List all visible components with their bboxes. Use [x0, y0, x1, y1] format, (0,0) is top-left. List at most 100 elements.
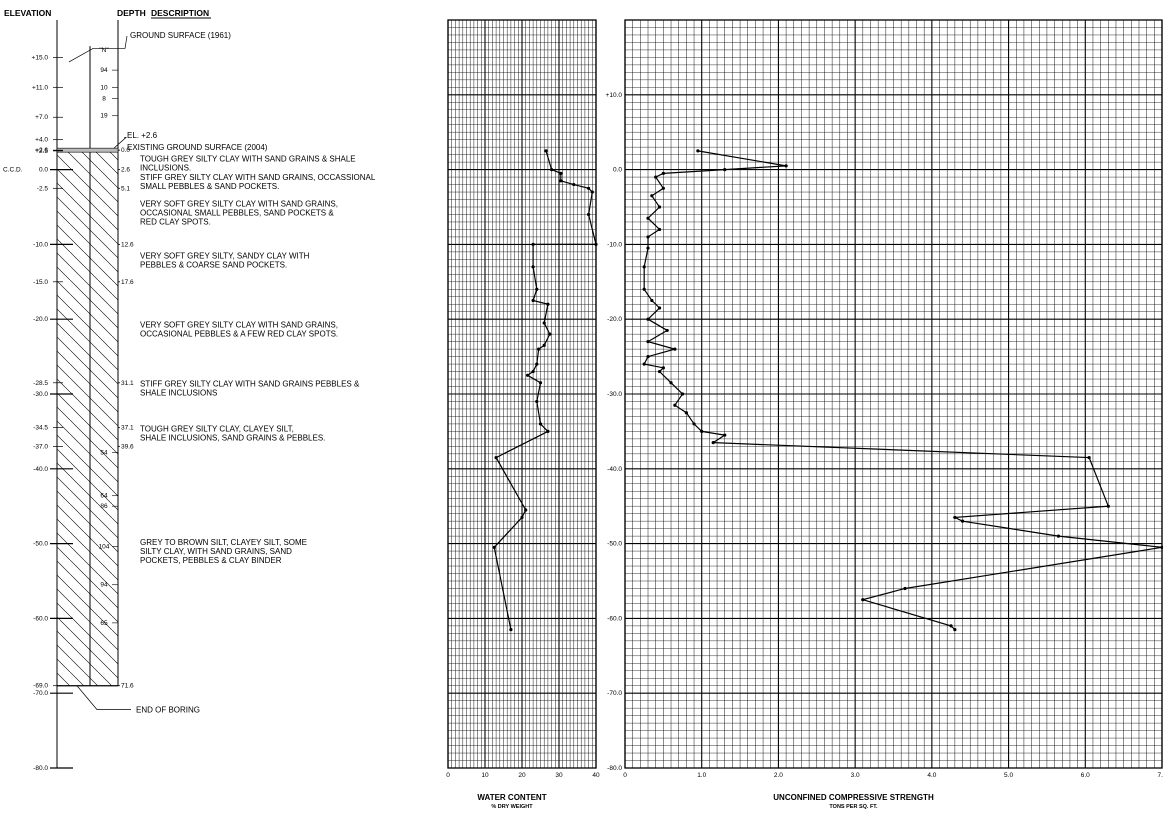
depth-label: 5.1 — [121, 185, 130, 192]
soil-description-line: STIFF GREY SILTY CLAY WITH SAND GRAINS, … — [140, 173, 376, 182]
wc-data-point — [572, 182, 576, 187]
ucs-grid — [624, 19, 1163, 769]
elevation-label: -28.5 — [33, 380, 48, 387]
wc-data-point — [538, 381, 543, 385]
elevation-label: +2.5 — [35, 148, 48, 155]
soil-description-line: POCKETS, PEBBLES & CLAY BINDER — [140, 556, 282, 565]
elevation-label: +15.0 — [32, 54, 49, 61]
elevation-label: -50.0 — [33, 541, 48, 548]
ucs-data-point — [960, 519, 965, 523]
ucs-data-point — [949, 624, 953, 628]
wc-x-tick-label: 40 — [592, 772, 600, 779]
ground-surface-2004-label: EXISTING GROUND SURFACE (2004) — [127, 143, 268, 152]
ucs-data-point — [692, 422, 696, 426]
ucs-data-point — [1087, 455, 1091, 460]
ucs-data-point — [723, 168, 727, 172]
ucs-y-tick-label: -50.0 — [607, 541, 622, 548]
n-header: "N" — [99, 47, 109, 54]
soil-description-line: INCLUSIONS. — [140, 163, 191, 172]
soil-description: STIFF GREY SILTY CLAY WITH SAND GRAINS, … — [140, 173, 376, 191]
n-value: 94 — [100, 67, 108, 74]
ucs-data-point — [646, 216, 650, 220]
soil-description-line: STIFF GREY SILTY CLAY WITH SAND GRAINS P… — [140, 380, 360, 389]
wc-frame — [447, 19, 597, 769]
ground-surface-1961-label: GROUND SURFACE (1961) — [130, 31, 231, 40]
ucs-data-point — [642, 265, 646, 269]
ucs-x-tick-label: 1.0 — [697, 772, 706, 779]
n-value: 104 — [99, 544, 110, 551]
elevation-label: -69.0 — [33, 683, 48, 690]
ucs-x-tick-label: 5.0 — [1004, 772, 1013, 779]
end-of-boring-label: END OF BORING — [136, 706, 200, 715]
elevation-label: +4.0 — [35, 137, 48, 144]
soil-description-line: RED CLAY SPOTS. — [140, 217, 211, 226]
ucs-data-point — [642, 287, 646, 291]
wc-x-tick-label: 10 — [481, 772, 489, 779]
wc-data-point — [542, 343, 546, 347]
depth-label: 71.6 — [121, 683, 134, 690]
elevation-label: -40.0 — [33, 466, 48, 473]
soil-description-line: SHALE INCLUSIONS — [140, 389, 217, 398]
ucs-data-point — [646, 235, 650, 239]
wc-data-point — [531, 242, 535, 246]
elevation-label: -80.0 — [33, 765, 48, 772]
ground-1961-leader — [68, 35, 128, 63]
ucs-data-point — [953, 628, 957, 632]
wc-data-point — [538, 422, 543, 426]
ucs-data-point — [1160, 545, 1163, 549]
wc-data-point — [509, 628, 513, 632]
ucs-data-point — [661, 366, 665, 370]
soil-description-line: VERY SOFT GREY SILTY CLAY WITH SAND GRAI… — [140, 320, 338, 329]
wc-data-point — [559, 171, 563, 175]
depth-label: 31.1 — [121, 380, 134, 387]
soil-description: VERY SOFT GREY SILTY, SANDY CLAY WITH PEB… — [140, 252, 310, 270]
wc-data-point — [494, 455, 498, 460]
wc-data-point — [550, 168, 554, 172]
elevation-label: -20.0 — [33, 316, 48, 323]
water-content-chart: 0 10 20 30 40 WATER CONTENT % DRY WEIGHT — [446, 19, 600, 810]
wc-x-tick-label: 0 — [446, 772, 450, 779]
ucs-data-point — [661, 171, 665, 175]
wc-xlabel: WATER CONTENT — [477, 793, 546, 802]
ucs-data-point — [661, 186, 665, 190]
ucs-data-point — [673, 347, 677, 351]
ucs-data-point — [646, 317, 650, 321]
wc-data-point — [587, 186, 591, 190]
description-header: DESCRIPTION — [151, 8, 209, 18]
depth-label: 37.1 — [121, 425, 134, 432]
ucs-data-point — [861, 598, 865, 602]
depth-label: 12.6 — [121, 241, 134, 248]
wc-data-point — [531, 369, 535, 374]
wc-data-point — [520, 515, 524, 520]
wc-xlabel-sub: % DRY WEIGHT — [491, 804, 533, 810]
soil-description-line: PEBBLES & COARSE SAND POCKETS. — [140, 261, 287, 270]
soil-description-line: VERY SOFT GREY SILTY CLAY WITH SAND GRAI… — [140, 199, 338, 208]
elevation-header: ELEVATION — [4, 8, 51, 18]
wc-data-point — [531, 298, 535, 303]
soil-description-line: SMALL PEBBLES & SAND POCKETS. — [140, 182, 279, 191]
ucs-x-tick-label: 4.0 — [927, 772, 936, 779]
ucs-data-point — [642, 362, 646, 366]
end-of-boring-leader — [76, 685, 131, 711]
wc-data-point — [524, 508, 528, 512]
n-value: 8 — [102, 96, 106, 103]
ucs-x-tick-label: 7.0 — [1157, 772, 1163, 779]
ucs-x-tick-label: 2.0 — [774, 772, 783, 779]
ucs-y-tick-label: 0.0 — [613, 167, 622, 174]
ucs-data-point — [1106, 504, 1110, 508]
elevation-label: -2.5 — [37, 185, 49, 192]
ucs-data-point — [657, 369, 662, 374]
ucs-data-point — [646, 355, 650, 359]
ucs-data-point — [903, 586, 907, 591]
wc-data-point — [587, 212, 591, 217]
soil-description-line: TOUGH GREY SILTY CLAY, CLAYEY SILT, — [140, 424, 294, 433]
n-value: 54 — [100, 449, 108, 456]
soil-description: VERY SOFT GREY SILTY CLAY WITH SAND GRAI… — [140, 320, 338, 338]
soil-description: TOUGH GREY SILTY CLAY WITH SAND GRAINS &… — [140, 154, 356, 172]
ucs-y-tick-label: -70.0 — [607, 690, 622, 697]
wc-x-tick-label: 20 — [518, 772, 526, 779]
soil-hatch — [57, 150, 118, 686]
ucs-data-point — [657, 205, 662, 209]
ucs-data-point — [784, 164, 788, 168]
elevation-label: +7.0 — [35, 114, 48, 121]
